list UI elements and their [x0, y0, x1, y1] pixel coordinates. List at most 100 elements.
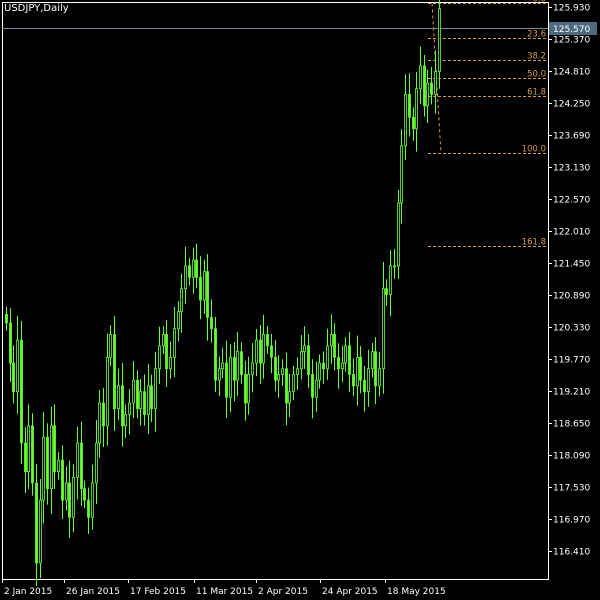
candle-body: [98, 402, 101, 444]
candle-body: [173, 328, 176, 358]
candle-body: [5, 314, 8, 324]
candle-body: [221, 362, 224, 370]
candle-body: [165, 334, 168, 370]
price-axis-label: 116.410: [553, 548, 590, 558]
candle-body: [12, 362, 15, 392]
date-axis-label: 26 Jan 2015: [66, 587, 120, 597]
price-axis-label: 124.250: [553, 100, 590, 110]
candle-body: [236, 351, 239, 381]
candle-body: [27, 425, 30, 472]
fibonacci-level-label: 61.8: [527, 88, 546, 98]
candle-body: [333, 334, 336, 358]
candle-body: [229, 356, 232, 398]
candle-body: [121, 385, 124, 427]
price-axis-label: 123.690: [553, 132, 590, 142]
candle-body: [106, 356, 109, 427]
candle-body: [39, 499, 42, 564]
price-axis-label: 120.330: [553, 324, 590, 334]
candle-body: [68, 482, 71, 518]
candle-body: [233, 356, 236, 381]
candle-body: [296, 368, 299, 375]
candle-body: [426, 82, 429, 107]
candle-body: [117, 385, 120, 410]
candle-body: [9, 322, 12, 364]
price-axis-label: 124.810: [553, 68, 590, 78]
date-axis-label: 2 Apr 2015: [258, 587, 308, 597]
candle-body: [214, 328, 217, 381]
candle-body: [188, 265, 191, 278]
candle-body: [20, 339, 23, 444]
candle-body: [169, 356, 172, 370]
current-price-tag: [549, 22, 597, 35]
candle-body: [31, 425, 34, 484]
candle-body: [385, 288, 388, 295]
candle-body: [266, 334, 269, 347]
fibonacci-level-label: 100.0: [522, 145, 546, 155]
candle-body: [76, 442, 79, 478]
candle-body: [389, 265, 392, 295]
candle-body: [24, 442, 27, 472]
candle-body: [315, 379, 318, 398]
candle-body: [348, 345, 351, 375]
candle-body: [400, 145, 403, 204]
candle-body: [35, 482, 38, 564]
price-axis-label: 123.130: [553, 164, 590, 174]
candle-body: [430, 82, 433, 95]
candle-body: [195, 259, 198, 278]
plot-frame: [2, 2, 549, 580]
candle-body: [423, 65, 426, 107]
candle-body: [184, 265, 187, 290]
candle-body: [277, 374, 280, 381]
price-axis-label: 120.890: [553, 292, 590, 302]
price-axis-label: 116.970: [553, 516, 590, 526]
candle-body: [412, 116, 415, 130]
price-axis-label: 122.570: [553, 196, 590, 206]
date-axis-label: 24 Apr 2015: [322, 587, 378, 597]
price-axis-label: 119.770: [553, 356, 590, 366]
candle-body: [288, 391, 291, 404]
candle-body: [147, 385, 150, 415]
candle-body: [247, 374, 250, 404]
candle-body: [180, 288, 183, 312]
candle-body: [240, 351, 243, 375]
current-price-label: 125.570: [553, 25, 590, 35]
candle-body: [359, 356, 362, 381]
candle-body: [438, 8, 441, 72]
candle-body: [143, 391, 146, 415]
candle-body: [102, 402, 105, 427]
candle-body: [80, 442, 83, 490]
candle-body: [292, 374, 295, 392]
candle-body: [91, 482, 94, 518]
candle-body: [42, 436, 45, 501]
candle-body: [57, 459, 60, 472]
candle-body: [285, 368, 288, 404]
candle-body: [139, 391, 142, 410]
candle-body: [158, 345, 161, 370]
candle-body: [132, 379, 135, 404]
fibonacci-level-label: 50.0: [527, 70, 546, 80]
candle-body: [53, 425, 56, 472]
candle-body: [46, 436, 49, 490]
candle-body: [150, 385, 153, 410]
candle-body: [322, 362, 325, 370]
candle-body: [225, 362, 228, 398]
candle-body: [404, 94, 407, 147]
candle-body: [393, 265, 396, 268]
candle-body: [255, 339, 258, 364]
candle-body: [344, 345, 347, 364]
candle-body: [124, 414, 127, 427]
candle-body: [206, 271, 209, 318]
candle-body: [128, 402, 131, 415]
date-axis-label: 17 Feb 2015: [130, 587, 186, 597]
candle-body: [210, 316, 213, 330]
candle-body: [61, 459, 64, 501]
candle-body: [199, 276, 202, 301]
candle-body: [311, 374, 314, 398]
fibonacci-level-label: 161.8: [522, 238, 546, 248]
candle-body: [367, 368, 370, 392]
candle-body: [83, 488, 86, 501]
candle-body: [363, 379, 366, 392]
candle-body: [16, 339, 19, 392]
